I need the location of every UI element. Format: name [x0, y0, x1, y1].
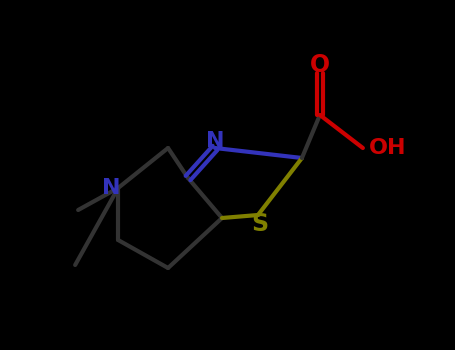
Text: O: O — [310, 53, 330, 77]
Text: OH: OH — [369, 138, 407, 158]
Text: N: N — [206, 131, 224, 151]
Text: S: S — [252, 212, 269, 236]
Text: N: N — [102, 178, 121, 198]
